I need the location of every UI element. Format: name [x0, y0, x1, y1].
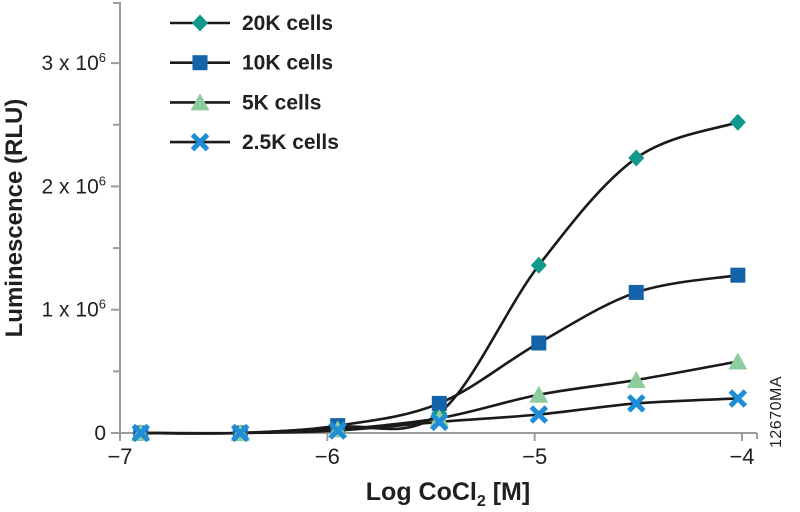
x-marker-icon	[230, 423, 250, 443]
y-tick-label-exponent: 6	[99, 50, 106, 65]
watermark: 12670MA	[768, 376, 785, 448]
legend-label: 10K cells	[242, 52, 333, 75]
square-marker-icon	[628, 284, 644, 300]
legend-item: 20K cells	[170, 12, 333, 35]
triangle-marker-icon	[529, 385, 549, 403]
series-markers-2-5k-cells	[131, 389, 748, 443]
legend-label: 20K cells	[242, 12, 333, 35]
square-marker-icon	[531, 335, 547, 351]
triangle-marker-icon	[626, 370, 646, 388]
legend-label: 2.5K cells	[242, 131, 339, 154]
legend-item: 2.5K cells	[170, 131, 339, 154]
x-marker-icon	[529, 405, 549, 424]
x-marker-icon	[728, 389, 748, 408]
series-markers-20k-cells	[132, 113, 746, 442]
diamond-marker-icon	[530, 256, 547, 274]
triangle-marker-icon	[429, 409, 449, 427]
x-tick-label: −4	[729, 444, 754, 469]
x-marker-icon	[328, 421, 347, 440]
x-axis-title: Log CoCl2 [M]	[366, 478, 530, 510]
triangle-marker-icon	[190, 93, 210, 111]
x-marker-icon	[131, 423, 151, 443]
legend-label: 5K cells	[242, 91, 321, 114]
y-tick-label-base: 2 x 10	[42, 175, 99, 198]
x-tick-label: −7	[107, 444, 132, 469]
x-marker-icon	[430, 412, 449, 432]
triangle-marker-icon	[728, 352, 748, 370]
series-line-20k-cells	[140, 121, 739, 435]
square-marker-icon	[192, 55, 208, 71]
y-tick-label: 2 x 106	[42, 173, 106, 198]
x-tick-label: −5	[522, 444, 547, 469]
x-axis-title-unit: [M]	[486, 478, 530, 506]
x-tick-label: −6	[315, 444, 340, 469]
x-axis-title-main: Log CoCl	[366, 478, 477, 506]
x-marker-icon	[626, 394, 646, 413]
diamond-marker-icon	[729, 113, 746, 131]
diamond-marker-icon	[192, 14, 208, 32]
legend-item: 10K cells	[170, 52, 333, 75]
y-axis-title: Luminescence (RLU)	[1, 99, 28, 338]
x-axis-title-subscript: 2	[477, 493, 486, 510]
y-tick-label-base: 3 x 10	[42, 52, 99, 75]
y-tick-label: 3 x 106	[42, 50, 106, 75]
legend-item: 5K cells	[170, 91, 321, 114]
x-marker-icon	[190, 132, 210, 152]
square-marker-icon	[730, 267, 746, 283]
y-tick-label-base: 1 x 10	[42, 299, 99, 322]
diamond-marker-icon	[628, 149, 645, 167]
y-tick-label-base: 0	[94, 422, 106, 445]
y-tick-label: 0	[94, 422, 106, 445]
y-tick-label: 1 x 106	[42, 297, 106, 322]
y-tick-label-exponent: 6	[99, 173, 106, 188]
square-marker-icon	[431, 395, 447, 411]
y-tick-label-exponent: 6	[99, 297, 106, 312]
